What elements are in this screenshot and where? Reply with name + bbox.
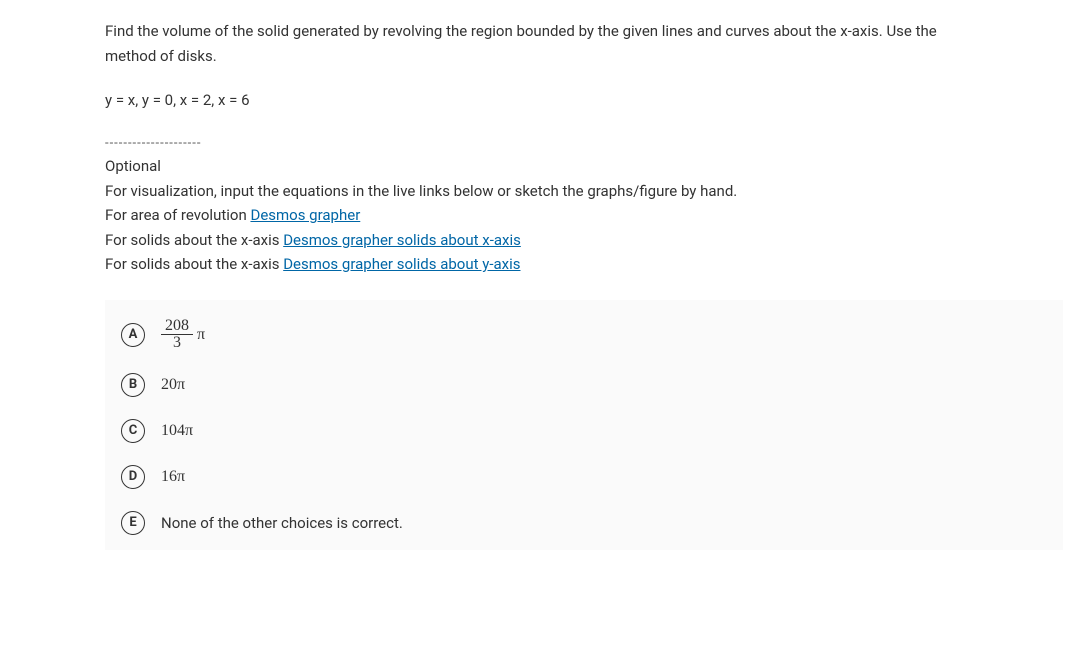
option-a-letter[interactable]: A <box>121 323 145 347</box>
link-row-3: For solids about the x-axis Desmos graph… <box>105 253 1075 276</box>
option-a-numerator: 208 <box>161 318 193 336</box>
question-intro-line2: method of disks. <box>105 45 1075 68</box>
option-c-letter[interactable]: C <box>121 419 145 443</box>
link1-prefix: For area of revolution <box>105 206 250 224</box>
option-e-content: None of the other choices is correct. <box>161 512 403 535</box>
option-a-fraction: 208 3 <box>161 318 193 353</box>
option-a-pi: π <box>197 323 205 347</box>
option-a-row[interactable]: A 208 3 π <box>105 308 1063 363</box>
visualization-instruction: For visualization, input the equations i… <box>105 180 1075 203</box>
answer-options: A 208 3 π B 20π C 104π D 16π E None of t… <box>105 300 1063 551</box>
question-intro-line1: Find the volume of the solid generated b… <box>105 20 1075 43</box>
optional-label: Optional <box>105 155 1075 178</box>
option-b-content: 20π <box>161 373 185 397</box>
option-b-row[interactable]: B 20π <box>105 362 1063 408</box>
desmos-grapher-link[interactable]: Desmos grapher <box>250 206 360 224</box>
separator-dashes: --------------------- <box>105 134 1075 154</box>
option-a-denominator: 3 <box>169 335 185 352</box>
question-body: Find the volume of the solid generated b… <box>105 20 1075 276</box>
link-row-1: For area of revolution Desmos grapher <box>105 204 1075 227</box>
option-a-content: 208 3 π <box>161 318 205 353</box>
option-d-row[interactable]: D 16π <box>105 454 1063 500</box>
desmos-solids-xaxis-link[interactable]: Desmos grapher solids about x-axis <box>283 231 521 249</box>
link3-prefix: For solids about the x-axis <box>105 255 283 273</box>
desmos-solids-yaxis-link[interactable]: Desmos grapher solids about y-axis <box>283 255 520 273</box>
option-d-letter[interactable]: D <box>121 465 145 489</box>
link-row-2: For solids about the x-axis Desmos graph… <box>105 229 1075 252</box>
option-c-content: 104π <box>161 419 193 443</box>
option-c-row[interactable]: C 104π <box>105 408 1063 454</box>
option-e-row[interactable]: E None of the other choices is correct. <box>105 500 1063 546</box>
question-equations: y = x, y = 0, x = 2, x = 6 <box>105 89 1075 112</box>
link2-prefix: For solids about the x-axis <box>105 231 283 249</box>
option-e-letter[interactable]: E <box>121 511 145 535</box>
option-d-content: 16π <box>161 465 185 489</box>
option-b-letter[interactable]: B <box>121 373 145 397</box>
